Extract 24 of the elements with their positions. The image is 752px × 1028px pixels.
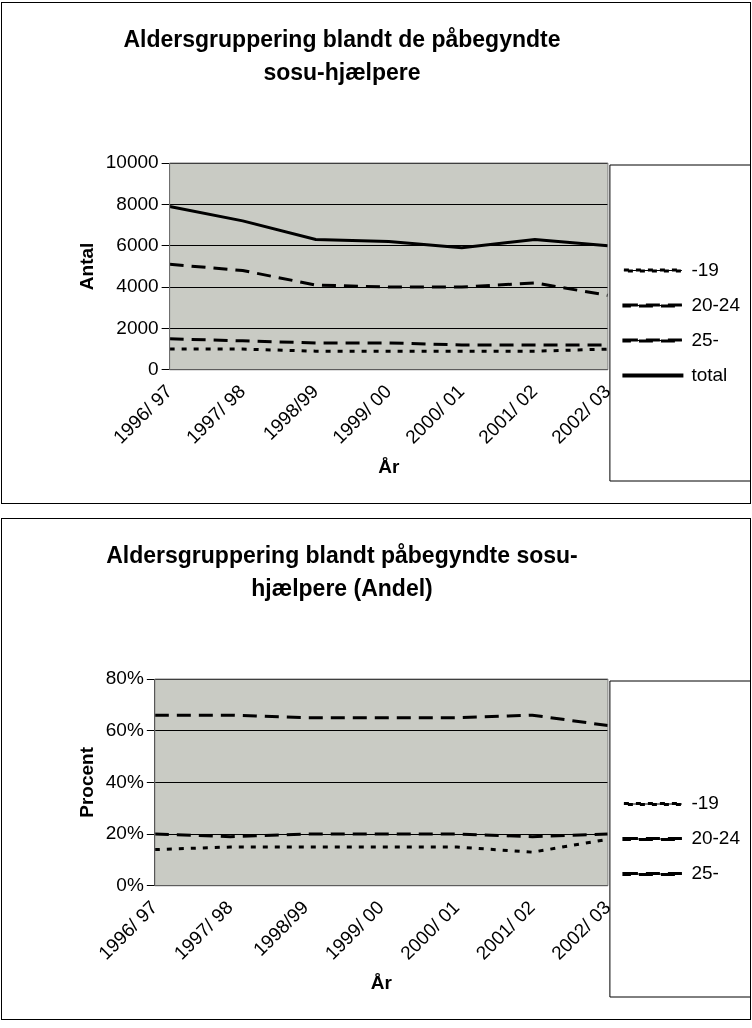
y-tick-label: 4000 xyxy=(116,275,159,297)
chart-title: Aldersgruppering blandt påbegyndte sosu-hjælpere (Andel) xyxy=(105,541,579,603)
x-axis-title: År xyxy=(370,971,393,993)
y-tick-label: 0 xyxy=(148,358,159,380)
chart-title: Aldersgruppering blandt de påbegyndte sosu-hjælpere xyxy=(122,25,562,87)
y-tick-label: 10000 xyxy=(105,151,159,173)
y-tick-label: 20% xyxy=(105,822,144,844)
x-axis-title: År xyxy=(378,455,400,477)
legend-label: -19 xyxy=(691,792,719,814)
legend-label: 25- xyxy=(691,862,719,884)
y-tick-label: 60% xyxy=(105,718,144,740)
y-tick-label: 6000 xyxy=(116,233,159,255)
y-axis-title: Antal xyxy=(75,242,97,291)
legend-label: -19 xyxy=(691,258,719,280)
legend-label: total xyxy=(691,363,728,385)
y-tick-label: 8000 xyxy=(116,192,159,214)
y-tick-label: 0% xyxy=(116,874,144,896)
y-tick-label: 2000 xyxy=(116,316,159,338)
y-axis-title: Procent xyxy=(75,746,97,818)
legend-label: 20-24 xyxy=(691,827,741,849)
y-tick-label: 80% xyxy=(105,667,144,689)
legend-label: 20-24 xyxy=(691,293,741,315)
y-tick-label: 40% xyxy=(105,770,144,792)
legend-label: 25- xyxy=(691,328,719,350)
